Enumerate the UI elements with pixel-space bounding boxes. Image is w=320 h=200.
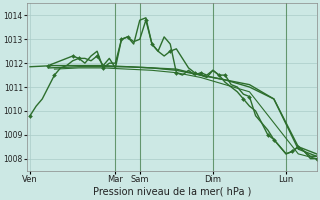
X-axis label: Pression niveau de la mer( hPa ): Pression niveau de la mer( hPa ) — [92, 187, 251, 197]
